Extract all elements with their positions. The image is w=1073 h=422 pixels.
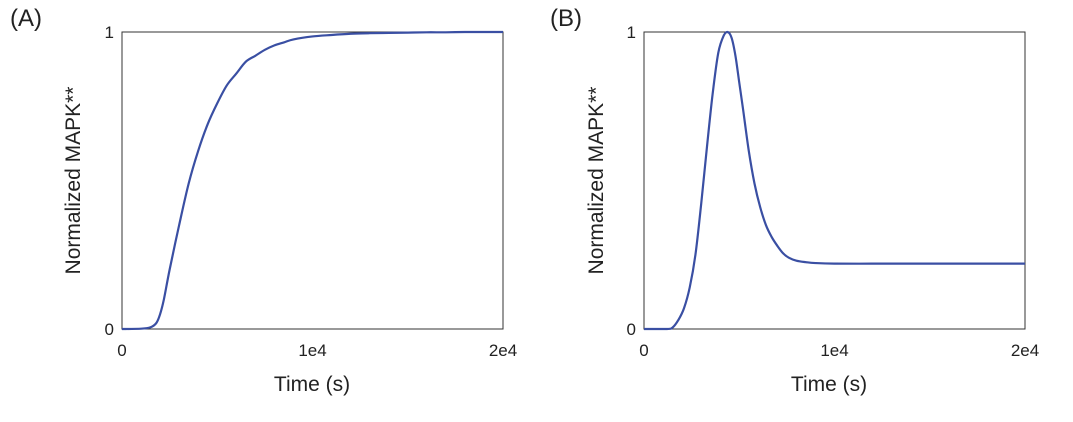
panel-b-y-tick-label: 0 xyxy=(627,320,636,339)
panel-b-x-tick-label: 2e4 xyxy=(1011,341,1039,360)
panel-a-x-tick-label: 0 xyxy=(117,341,126,360)
panel-a-y-tick-label: 1 xyxy=(105,23,114,42)
panel-b-x-axis-label: Time (s) xyxy=(791,373,867,396)
panel-a: (A) Normalized MAPK** Time (s) 0 1e4 2e4 0… xyxy=(10,5,517,396)
panel-b-y-axis-label: Normalized MAPK** xyxy=(585,87,608,275)
panel-a-series-line xyxy=(121,30,503,331)
panel-a-x-ticks: 0 1e4 2e4 xyxy=(117,341,517,360)
panel-a-y-ticks: 01 xyxy=(105,23,114,339)
panel-b-y-tick-label: 1 xyxy=(627,23,636,42)
panel-b-series-line xyxy=(644,30,1025,331)
panel-b-x-tick-label: 1e4 xyxy=(820,341,848,360)
panel-b-x-ticks: 0 1e4 2e4 xyxy=(639,341,1039,360)
panel-b-y-ticks: 01 xyxy=(627,23,636,339)
panel-a-x-axis-label: Time (s) xyxy=(274,373,350,396)
panel-a-label: (A) xyxy=(10,5,42,32)
panel-a-x-tick-label: 2e4 xyxy=(489,341,517,360)
panel-b: (B) Normalized MAPK** Time (s) 0 1e4 2e4 0… xyxy=(550,5,1039,396)
panel-a-x-tick-label: 1e4 xyxy=(298,341,326,360)
panel-a-y-tick-label: 0 xyxy=(105,320,114,339)
panel-b-label: (B) xyxy=(550,5,582,32)
panel-b-x-tick-label: 0 xyxy=(639,341,648,360)
panel-a-plot-frame xyxy=(121,31,504,330)
panel-b-plot-frame xyxy=(643,31,1026,330)
panel-a-y-axis-label: Normalized MAPK** xyxy=(62,87,85,275)
